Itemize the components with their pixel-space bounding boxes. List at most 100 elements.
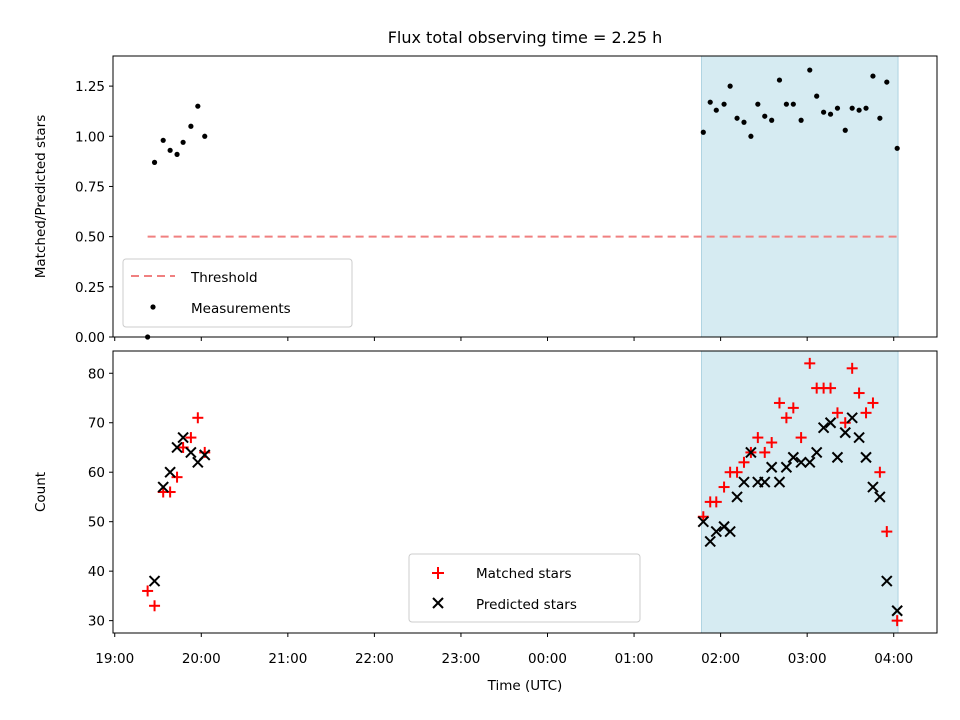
measurement-point <box>195 103 201 109</box>
matched-star-point <box>874 466 886 478</box>
measurement-point <box>877 115 883 121</box>
measurement-point <box>842 127 848 133</box>
matched-star-point <box>710 496 722 508</box>
predicted-star-point <box>177 431 189 444</box>
predicted-star-point <box>824 417 837 429</box>
ratio-plot-frame <box>112 55 938 338</box>
predicted-star-point <box>787 451 800 464</box>
y-tick-label: 40 <box>88 564 105 580</box>
count-observing-window <box>701 350 899 634</box>
measurement-point <box>734 115 740 121</box>
measurement-point <box>713 107 719 113</box>
predicted-star-point <box>804 456 816 469</box>
predicted-star-point <box>839 426 851 439</box>
y-tick-label: 70 <box>88 416 105 432</box>
predicted-star-point <box>860 451 872 464</box>
predicted-star-point <box>710 525 722 538</box>
measurement-point <box>741 119 747 125</box>
matched-star-point <box>795 432 807 444</box>
count-y-axis-label: Count <box>33 472 49 512</box>
matched-star-point <box>731 466 743 478</box>
matched-star-point <box>860 407 872 419</box>
matched-star-point <box>846 362 858 374</box>
matched-star-point <box>881 526 893 538</box>
measurement-point <box>755 101 761 107</box>
measurement-point <box>769 117 775 123</box>
predicted-star-point <box>704 535 716 548</box>
x-tick-label: 21:00 <box>268 651 307 667</box>
x-tick-label: 23:00 <box>441 651 480 667</box>
predicted-star-point <box>891 605 903 617</box>
matched-star-point <box>804 357 816 369</box>
matched-star-point <box>825 382 837 394</box>
measurement-point <box>783 101 789 107</box>
predicted-star-point <box>773 476 786 488</box>
measurement-point <box>748 133 754 139</box>
measurement-point <box>188 123 194 129</box>
measurement-point <box>202 133 208 139</box>
measurement-point <box>776 77 783 83</box>
y-tick-label: 0.25 <box>75 280 105 296</box>
matched-star-point <box>891 615 903 627</box>
predicted-star-point <box>759 476 771 488</box>
predicted-star-point <box>817 421 830 434</box>
legend-measurements-swatch <box>150 304 156 310</box>
matched-star-point <box>164 486 176 498</box>
series-predicted-stars <box>148 412 903 617</box>
predicted-star-point <box>810 446 823 459</box>
predicted-star-point <box>846 412 858 424</box>
measurement-point <box>863 105 869 111</box>
count-plot-frame <box>112 350 938 634</box>
measurement-point <box>790 101 796 107</box>
measurement-point <box>821 109 827 115</box>
predicted-star-point <box>780 461 793 473</box>
predicted-star-point <box>199 449 211 461</box>
matched-star-point <box>773 397 785 409</box>
measurement-point <box>814 93 820 99</box>
measurement-point <box>160 137 166 143</box>
legend-predicted-swatch <box>432 597 444 609</box>
measurement-point <box>870 73 876 79</box>
matched-star-point <box>787 402 799 414</box>
ratio-legend-box <box>122 258 353 328</box>
predicted-star-point <box>185 446 197 459</box>
y-tick-label: 80 <box>88 366 105 382</box>
measurement-point <box>849 105 855 111</box>
y-tick-label: 30 <box>88 614 105 630</box>
measurement-point <box>180 139 186 145</box>
chart-title: Flux total observing time = 2.25 h <box>388 28 663 47</box>
predicted-star-point <box>874 491 886 503</box>
count-legend-box <box>408 553 641 623</box>
measurement-point <box>727 83 733 89</box>
count-legend: Matched stars Predicted stars <box>408 553 641 623</box>
matched-star-point <box>142 585 154 597</box>
y-tick-label: 50 <box>88 515 105 531</box>
predicted-star-point <box>853 431 865 444</box>
x-tick-label: 22:00 <box>355 651 394 667</box>
predicted-star-point <box>731 491 743 503</box>
predicted-star-point <box>867 481 879 493</box>
measurement-point <box>827 111 834 117</box>
x-tick-label: 03:00 <box>788 651 827 667</box>
matched-star-point <box>718 481 730 493</box>
x-tick-label: 20:00 <box>182 651 221 667</box>
x-tick-label: 00:00 <box>528 651 567 667</box>
measurement-point <box>151 159 158 165</box>
matched-star-point <box>192 412 204 424</box>
measurement-point <box>174 151 180 157</box>
matched-star-point <box>759 446 771 458</box>
matched-star-point <box>149 600 161 612</box>
predicted-star-point <box>164 466 176 478</box>
predicted-star-point <box>765 461 778 473</box>
ratio-panel: 0.00 0.25 0.50 0.75 1.00 1.25 Matched/Predict… <box>33 55 938 346</box>
y-tick-label: 0.50 <box>75 230 105 246</box>
y-tick-label: 60 <box>88 465 105 481</box>
matched-star-point <box>831 407 843 419</box>
predicted-star-point <box>697 515 710 528</box>
predicted-star-point <box>745 446 757 459</box>
measurement-point <box>894 145 900 151</box>
measurement-point <box>884 79 890 85</box>
matched-star-point <box>766 437 778 449</box>
measurement-point <box>856 107 862 113</box>
measurement-point <box>762 113 768 119</box>
